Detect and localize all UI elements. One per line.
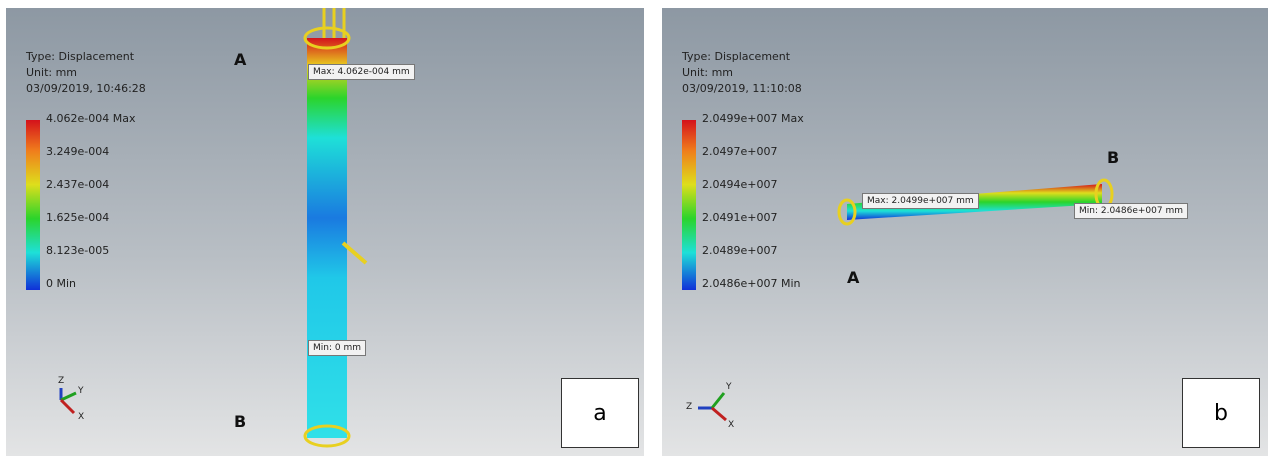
axis-label: Y xyxy=(726,382,732,392)
axis-label: X xyxy=(78,412,84,422)
legend-label: 1.625e-004 xyxy=(46,211,109,224)
legend-label: 3.249e-004 xyxy=(46,145,109,158)
legend-label: 2.0491e+007 xyxy=(702,211,777,224)
axis-label: Z xyxy=(58,376,64,386)
timestamp: 03/09/2019, 10:46:28 xyxy=(26,82,146,95)
axis-triad xyxy=(61,388,76,413)
panel-label: a xyxy=(561,378,639,448)
axis-label: X xyxy=(728,420,734,430)
axis-label: Z xyxy=(686,402,692,412)
legend-label: 4.062e-004 Max xyxy=(46,112,135,125)
legend-label: 2.0494e+007 xyxy=(702,178,777,191)
legend-label: 2.0499e+007 Max xyxy=(702,112,804,125)
probe-callout: Min: 0 mm xyxy=(308,340,366,356)
load-arrows xyxy=(324,8,344,38)
legend-label: 2.0497e+007 xyxy=(702,145,777,158)
legend-label: 0 Min xyxy=(46,277,76,290)
axis-triad xyxy=(698,393,726,420)
color-scale xyxy=(26,120,40,290)
result-type: Type: Displacement xyxy=(26,50,134,63)
probe-callout: Min: 2.0486e+007 mm xyxy=(1074,203,1188,219)
legend-label: 8.123e-005 xyxy=(46,244,109,257)
page: a Type: Displacement Unit: mm 03/09/2019, … xyxy=(0,0,1274,458)
legend-label: 2.0486e+007 Min xyxy=(702,277,800,290)
unit: Unit: mm xyxy=(26,66,77,79)
axis-label: Y xyxy=(78,386,84,396)
model-view xyxy=(662,8,1268,456)
panel-label: b xyxy=(1182,378,1260,448)
color-scale xyxy=(682,120,696,290)
point-label: B xyxy=(1107,148,1119,167)
panel: b Type: Displacement Unit: mm 03/09/2019, … xyxy=(662,8,1268,456)
point-label: A xyxy=(234,50,246,69)
point-label: A xyxy=(847,268,859,287)
result-type: Type: Displacement xyxy=(682,50,790,63)
timestamp: 03/09/2019, 11:10:08 xyxy=(682,82,802,95)
cylinder xyxy=(307,38,347,438)
probe-callout: Max: 4.062e-004 mm xyxy=(308,64,415,80)
legend-label: 2.437e-004 xyxy=(46,178,109,191)
panel: a Type: Displacement Unit: mm 03/09/2019, … xyxy=(6,8,644,456)
legend-label: 2.0489e+007 xyxy=(702,244,777,257)
probe-callout: Max: 2.0499e+007 mm xyxy=(862,193,979,209)
point-label: B xyxy=(234,412,246,431)
unit: Unit: mm xyxy=(682,66,733,79)
